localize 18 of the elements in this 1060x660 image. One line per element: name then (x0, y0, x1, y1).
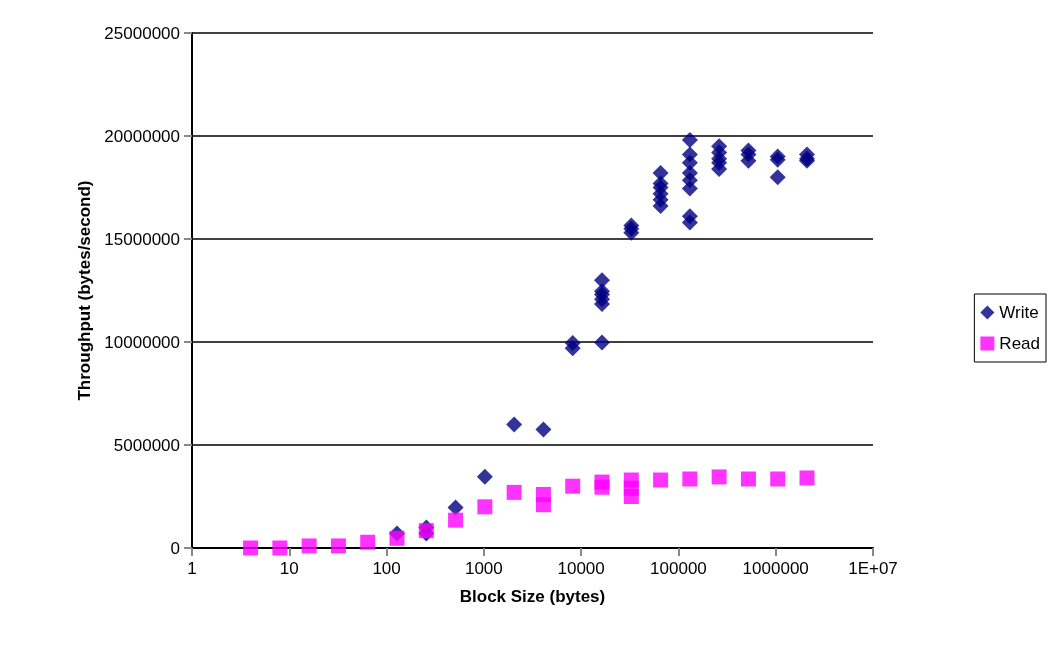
x-tick-label: 10 (279, 559, 299, 578)
legend-label: Write (999, 303, 1039, 322)
x-tick-label: 1000 (464, 559, 503, 578)
legend-label: Read (999, 334, 1040, 353)
x-tick-label: 10000 (557, 559, 605, 578)
x-tick-label: 100 (372, 559, 401, 578)
y-tick-label: 15000000 (104, 229, 180, 249)
x-tick-label: 100000 (650, 559, 707, 578)
y-tick-label: 10000000 (104, 332, 180, 352)
y-tick-label: 25000000 (104, 23, 180, 43)
y-axis-title: Throughput (bytes/second) (75, 180, 95, 401)
y-tick-label: 20000000 (104, 126, 180, 146)
y-tick-label: 5000000 (113, 435, 180, 455)
y-tick-label: 0 (170, 538, 180, 558)
x-tick-label: 1000000 (742, 559, 809, 578)
x-tick-label: 1 (187, 559, 197, 578)
x-axis-title: Block Size (bytes) (459, 587, 606, 606)
x-tick-label: 1E+07 (848, 559, 898, 578)
